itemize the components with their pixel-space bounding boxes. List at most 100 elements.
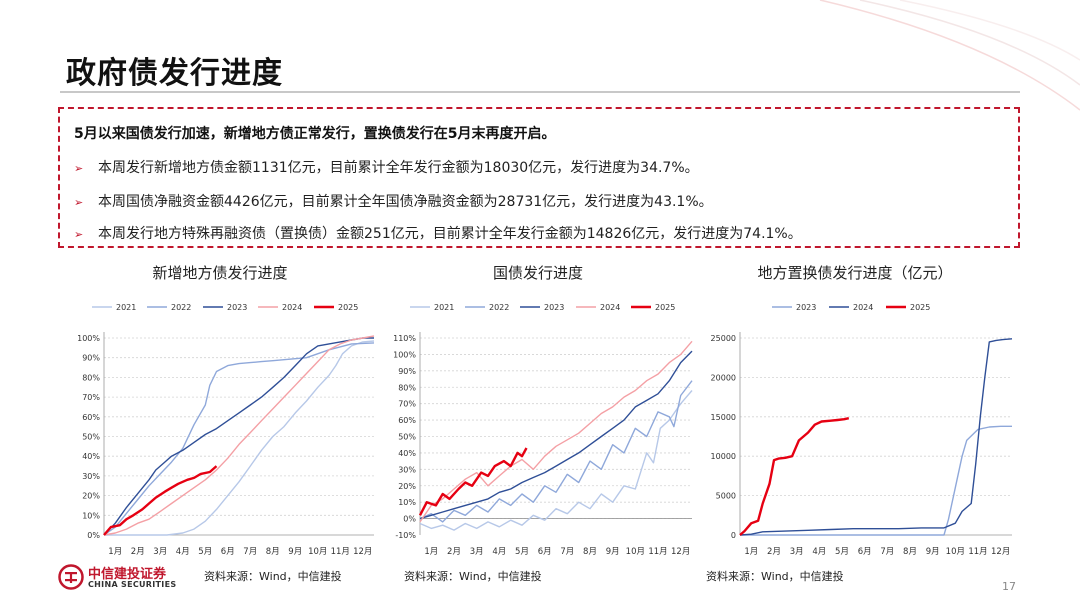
legend-label-2024: 2024 — [282, 303, 302, 312]
y-tick-label: 90% — [398, 367, 416, 376]
x-tick-label: 5月 — [515, 547, 529, 557]
x-tick-label: 1月 — [744, 547, 758, 557]
y-tick-label: 20000 — [711, 373, 736, 382]
logo-text-cn: 中信建投证券 — [88, 567, 167, 582]
series-line-2023 — [740, 425, 1012, 536]
y-tick-label: 10% — [398, 498, 416, 507]
summary-bullet-2: ➢ 本周国债净融资金额4426亿元，目前累计全年国债净融资金额为28731亿元，发… — [74, 194, 713, 210]
x-tick-label: 4月 — [176, 547, 190, 557]
summary-headline: 5月以来国债发行加速，新增地方债正常发行，置换债发行在5月末再度开启。 — [74, 126, 556, 142]
legend-label-2023: 2023 — [544, 303, 564, 312]
x-tick-label: 10月 — [308, 547, 327, 557]
chart-1-title: 新增地方债发行进度 — [152, 264, 288, 282]
summary-bullet-1: ➢ 本周发行新增地方债金额1131亿元，目前累计全年发行金额为18030亿元，发行… — [74, 160, 699, 176]
series-line-2024 — [419, 340, 693, 523]
y-tick-label: 20% — [82, 492, 100, 501]
arrow-bullet-icon: ➢ — [74, 162, 84, 175]
legend-label-2021: 2021 — [434, 303, 454, 312]
series-line-2025 — [739, 417, 850, 536]
legend-label-2022: 2022 — [489, 303, 509, 312]
y-tick-label: 100% — [393, 350, 416, 359]
y-tick-label: 110% — [393, 334, 416, 343]
chart-treasury-bonds: -10% 0% 10% 20% 30% 40% 50% 60% 70% 80% 90% 100% 110… — [393, 303, 693, 557]
legend-label-2025: 2025 — [338, 303, 358, 312]
chart-new-local-bonds: 0% 10% 20% 30% 40% 50% 60% 70% 80% 90% 100% 1月 2月 3月 4… — [77, 303, 375, 557]
legend-label-2023: 2023 — [227, 303, 247, 312]
x-tick-label: 7月 — [880, 547, 894, 557]
y-tick-label: 10000 — [711, 452, 736, 461]
y-tick-label: 100% — [77, 334, 100, 343]
x-tick-label: 6月 — [538, 547, 552, 557]
y-tick-label: 5000 — [716, 492, 736, 501]
series-line-2021 — [104, 340, 375, 536]
y-tick-label: 50% — [82, 433, 100, 442]
page-title: 政府债发行进度 — [66, 56, 283, 91]
y-tick-label: 15000 — [711, 413, 736, 422]
x-tick-label: 11月 — [968, 547, 987, 557]
x-tick-label: 3月 — [153, 547, 167, 557]
y-tick-label: 60% — [398, 416, 416, 425]
legend-label-2023: 2023 — [796, 303, 816, 312]
y-tick-label: 25000 — [711, 334, 736, 343]
summary-box: 5月以来国债发行加速，新增地方债正常发行，置换债发行在5月末再度开启。 ➢ 本周发… — [58, 107, 1020, 248]
summary-bullet-3: ➢ 本周发行地方特殊再融资债（置换债）金额251亿元，目前累计全年发行金额为148… — [74, 226, 802, 242]
y-tick-label: 50% — [398, 433, 416, 442]
series-line-2024 — [739, 338, 1013, 536]
series-line-2025 — [103, 465, 218, 536]
y-tick-label: 30% — [398, 465, 416, 474]
x-tick-label: 7月 — [243, 547, 257, 557]
x-tick-label: 9月 — [606, 547, 620, 557]
series-line-2022 — [419, 380, 693, 523]
y-tick-label: 10% — [82, 511, 100, 520]
source-note-3: 资料来源：Wind，中信建投 — [706, 570, 844, 583]
series-line-2024 — [103, 335, 375, 536]
y-tick-label: -10% — [395, 531, 416, 540]
x-tick-label: 1月 — [424, 547, 438, 557]
x-tick-label: 3月 — [470, 547, 484, 557]
page-number: 17 — [1002, 580, 1016, 593]
citic-logo-icon — [58, 564, 84, 590]
y-tick-label: 80% — [398, 383, 416, 392]
source-note-2: 资料来源：Wind，中信建投 — [404, 570, 542, 583]
x-tick-label: 8月 — [903, 547, 917, 557]
company-logo: 中信建投证券 CHINA SECURITIES — [58, 562, 188, 594]
x-tick-label: 11月 — [331, 547, 350, 557]
x-tick-label: 10月 — [626, 547, 645, 557]
chart-2-title: 国债发行进度 — [492, 264, 583, 282]
x-tick-label: 12月 — [991, 547, 1010, 557]
series-line-2023 — [419, 350, 693, 520]
y-tick-label: 70% — [398, 400, 416, 409]
y-tick-label: 70% — [82, 393, 100, 402]
series-line-2021 — [419, 390, 693, 531]
y-tick-label: 60% — [82, 413, 100, 422]
arrow-bullet-icon: ➢ — [74, 228, 84, 241]
legend-label-2022: 2022 — [171, 303, 191, 312]
legend-label-2025: 2025 — [910, 303, 930, 312]
y-tick-label: 40% — [82, 452, 100, 461]
y-tick-label: 20% — [398, 482, 416, 491]
legend-label-2024: 2024 — [600, 303, 620, 312]
series-line-2025 — [418, 447, 528, 516]
logo-text-en: CHINA SECURITIES — [88, 580, 177, 589]
x-tick-label: 1月 — [108, 547, 122, 557]
source-note-1: 资料来源：Wind，中信建投 — [204, 570, 342, 583]
series-line-2023 — [103, 337, 374, 536]
y-tick-label: 80% — [82, 373, 100, 382]
x-tick-label: 9月 — [926, 547, 940, 557]
x-tick-label: 5月 — [198, 547, 212, 557]
y-tick-label: 30% — [82, 472, 100, 481]
y-tick-label: 0% — [87, 531, 100, 540]
arrow-bullet-icon: ➢ — [74, 196, 84, 209]
y-tick-label: 0 — [731, 531, 736, 540]
x-tick-label: 2月 — [767, 547, 781, 557]
x-tick-label: 10月 — [946, 547, 965, 557]
x-tick-label: 5月 — [835, 547, 849, 557]
chart-3-title: 地方置换债发行进度（亿元） — [757, 264, 953, 282]
y-tick-label: 90% — [82, 354, 100, 363]
y-tick-label: 40% — [398, 449, 416, 458]
x-tick-label: 7月 — [560, 547, 574, 557]
y-tick-label: 0% — [403, 515, 416, 524]
x-tick-label: 8月 — [583, 547, 597, 557]
legend-label-2025: 2025 — [655, 303, 675, 312]
x-tick-label: 4月 — [492, 547, 506, 557]
